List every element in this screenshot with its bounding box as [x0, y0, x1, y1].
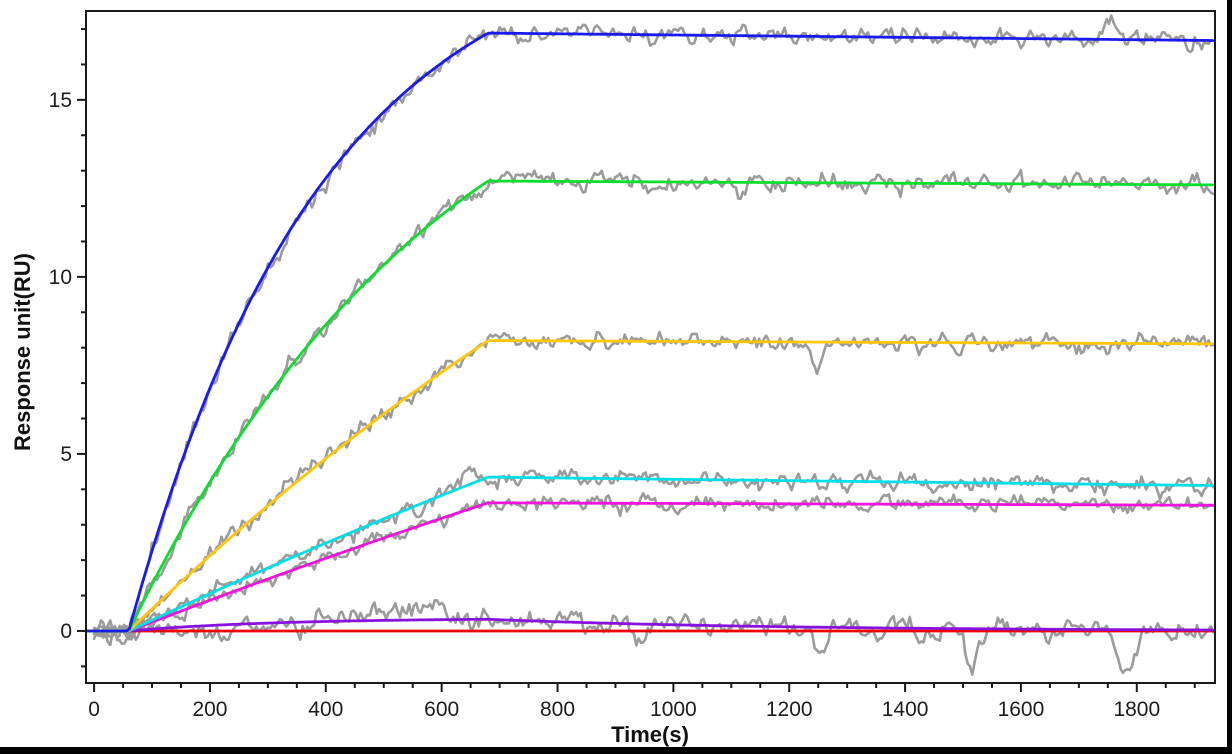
y-tick-label: 0: [60, 620, 72, 643]
window-edge-bottom: [0, 747, 1232, 754]
y-tick-label: 5: [60, 443, 72, 466]
tick-labels: 0 5 10 15 0 200 400 600 800 1000 1200 1400 1600 1800: [49, 89, 1161, 721]
x-tick-label: 1800: [1113, 698, 1160, 721]
y-tick-label: 15: [49, 89, 72, 112]
fit-curve-blue-fit: [86, 31, 1215, 633]
raw-trace-cyan: [92, 465, 1215, 641]
fit-curve-magenta-fit: [86, 501, 1215, 633]
x-tick-label: 200: [192, 698, 227, 721]
x-tick-label: 1000: [650, 698, 697, 721]
x-tick-label: 800: [540, 698, 575, 721]
fit-curve-green-fit: [86, 179, 1215, 633]
curves: [86, 14, 1215, 676]
fit-curve-purple-fit: [86, 617, 1215, 633]
y-axis-title: Response unit(RU): [10, 253, 35, 451]
raw-trace-orange: [92, 330, 1215, 636]
fit-curve-orange-fit: [86, 339, 1215, 633]
x-tick-label: 1200: [766, 698, 813, 721]
x-tick-label: 400: [308, 698, 343, 721]
plot-frame: [85, 10, 1216, 684]
y-tick-label: 10: [49, 266, 72, 289]
raw-trace-purple: [92, 599, 1215, 676]
x-tick-label: 1400: [882, 698, 929, 721]
window-edge-right: [1227, 0, 1232, 754]
x-axis-title: Time(s): [611, 722, 689, 747]
x-tick-label: 600: [424, 698, 459, 721]
x-tick-label: 0: [88, 698, 100, 721]
fit-curve-cyan-fit: [86, 475, 1215, 633]
raw-trace-blue: [92, 14, 1215, 639]
x-tick-label: 1600: [998, 698, 1045, 721]
